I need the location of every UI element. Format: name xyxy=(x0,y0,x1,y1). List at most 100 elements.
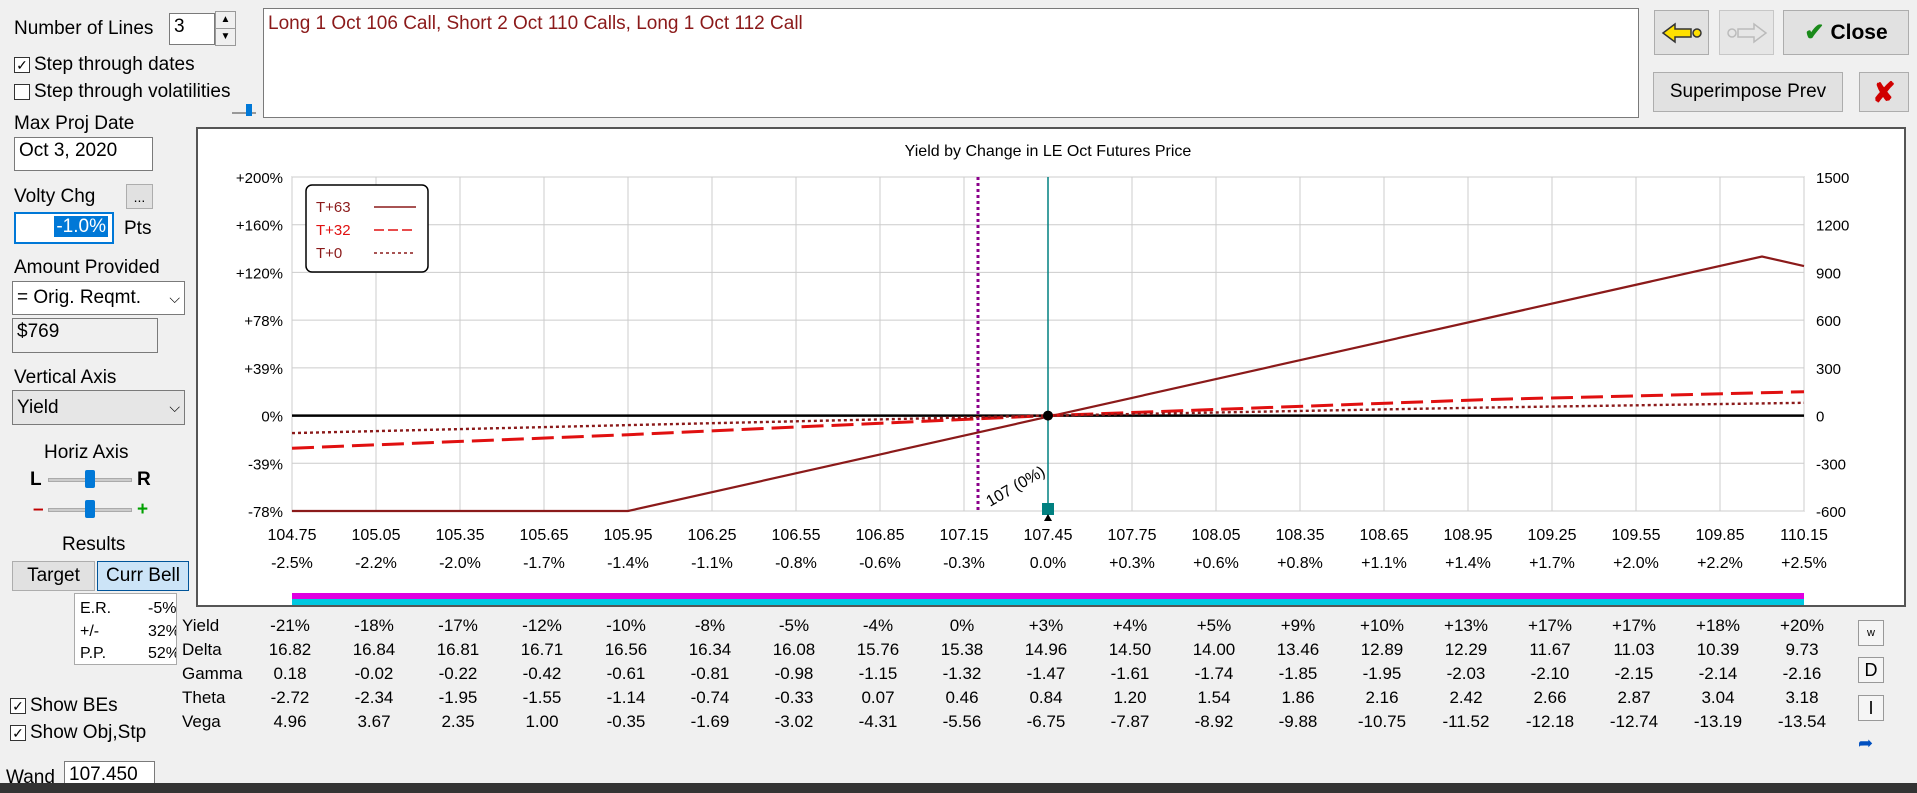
x-tick-label: 105.35 xyxy=(436,527,485,544)
max-proj-label: Max Proj Date xyxy=(14,113,135,134)
amount-value: = Orig. Reqmt. xyxy=(17,287,142,308)
table-cell: -2.14 xyxy=(1698,664,1738,683)
small-slider-thumb[interactable] xyxy=(246,104,252,116)
table-cell: 2.87 xyxy=(1617,688,1651,707)
x-pct-label: -0.8% xyxy=(775,555,817,572)
table-cell: +13% xyxy=(1444,616,1488,635)
table-cell: 2.16 xyxy=(1365,688,1399,707)
wand-pointer xyxy=(1044,514,1052,521)
side-d-button[interactable]: D xyxy=(1858,657,1884,683)
y-left-tick-label: 0% xyxy=(261,409,283,426)
pm-value: 32% xyxy=(148,623,177,640)
legend-label: T+32 xyxy=(316,222,351,239)
vertical-axis-label: Vertical Axis xyxy=(14,367,117,388)
unchecked-box-icon xyxy=(14,84,30,100)
export-icon[interactable]: ➦ xyxy=(1858,733,1874,753)
amount-money-field: $769 xyxy=(12,318,158,353)
table-cell: +17% xyxy=(1528,616,1572,635)
prev-button[interactable] xyxy=(1654,10,1709,55)
table-row-label: Delta xyxy=(182,640,222,659)
horiz-r-label: R xyxy=(137,469,151,490)
volty-more-button[interactable]: ... xyxy=(126,184,153,209)
amount-select[interactable]: = Orig. Reqmt. ⌵ xyxy=(12,281,185,315)
x-pct-label: +2.0% xyxy=(1613,555,1659,572)
num-lines-label: Number of Lines xyxy=(14,18,154,39)
table-cell: 4.96 xyxy=(273,712,307,731)
table-cell: -8% xyxy=(694,616,726,635)
x-tick-label: 109.85 xyxy=(1696,527,1745,544)
y-left-tick-label: +200% xyxy=(236,170,283,187)
table-cell: -2.16 xyxy=(1782,664,1822,683)
table-cell: -0.42 xyxy=(522,664,562,683)
table-cell: -1.32 xyxy=(942,664,982,683)
table-cell: -2.72 xyxy=(270,688,310,707)
table-row-label: Vega xyxy=(182,712,221,731)
intercept-point xyxy=(1043,410,1053,421)
spin-up-icon[interactable]: ▲ xyxy=(216,12,235,29)
step-dates-checkbox[interactable]: ✓ Step through dates xyxy=(14,54,195,76)
er-label: E.R. xyxy=(80,600,112,617)
x-pct-label: -1.4% xyxy=(607,555,649,572)
y-right-tick-label: -600 xyxy=(1816,504,1846,521)
vertical-axis-select[interactable]: Yield ⌵ xyxy=(12,390,185,425)
table-cell: -1.61 xyxy=(1110,664,1150,683)
table-cell: -1.14 xyxy=(606,688,646,707)
volty-input[interactable]: -1.0% xyxy=(14,212,114,244)
table-cell: 9.73 xyxy=(1785,640,1819,659)
x-tick-label: 105.95 xyxy=(604,527,653,544)
horiz-axis-slider-thumb[interactable] xyxy=(85,470,95,488)
table-cell: -0.74 xyxy=(690,688,730,707)
spin-down-icon[interactable]: ▼ xyxy=(220,31,231,42)
table-cell: 1.00 xyxy=(525,712,559,731)
small-slider[interactable] xyxy=(232,104,256,118)
x-pct-label: +0.6% xyxy=(1193,555,1239,572)
table-cell: -0.61 xyxy=(606,664,646,683)
x-pct-label: +0.8% xyxy=(1277,555,1323,572)
side-i-button[interactable]: I xyxy=(1858,695,1884,721)
step-vol-checkbox[interactable]: Step through volatilities xyxy=(14,81,230,103)
zoom-minus-icon[interactable]: – xyxy=(33,499,44,520)
table-cell: -17% xyxy=(438,616,478,635)
wand-handle xyxy=(1042,503,1054,515)
next-button[interactable] xyxy=(1719,10,1774,55)
table-cell: 11.67 xyxy=(1529,640,1571,659)
table-cell: -18% xyxy=(354,616,394,635)
pts-label: Pts xyxy=(124,218,152,239)
strategy-description[interactable]: Long 1 Oct 106 Call, Short 2 Oct 110 Cal… xyxy=(263,8,1639,118)
zoom-plus-icon[interactable]: + xyxy=(137,499,149,520)
checkmark-icon: ✓ xyxy=(10,698,26,714)
show-obj-checkbox[interactable]: ✓ Show Obj,Stp xyxy=(10,722,146,744)
checkmark-icon: ✓ xyxy=(10,725,26,741)
volty-value: -1.0% xyxy=(54,216,108,237)
table-cell: 14.96 xyxy=(1024,640,1068,659)
x-tick-label: 104.75 xyxy=(268,527,317,544)
x-tick-label: 106.25 xyxy=(688,527,737,544)
num-lines-spinner[interactable]: ▲ ▼ xyxy=(215,11,236,46)
zoom-slider-thumb[interactable] xyxy=(85,500,95,518)
close-x-icon[interactable]: ✘ xyxy=(1859,72,1909,112)
x-pct-label: +2.2% xyxy=(1697,555,1743,572)
x-tick-label: 108.65 xyxy=(1360,527,1409,544)
curr-bell-button[interactable]: Curr Bell xyxy=(97,561,189,591)
side-w-button[interactable]: w xyxy=(1858,620,1884,646)
table-cell: +18% xyxy=(1696,616,1740,635)
table-cell: -7.87 xyxy=(1110,712,1150,731)
chevron-down-icon: ⌵ xyxy=(169,289,180,306)
table-cell: -1.47 xyxy=(1026,664,1066,683)
num-lines-input[interactable]: 3 xyxy=(169,13,215,45)
table-cell: -1.95 xyxy=(1362,664,1402,683)
yield-chart[interactable]: Yield by Change in LE Oct Futures Price … xyxy=(196,127,1906,607)
table-cell: +3% xyxy=(1028,616,1064,635)
amount-label: Amount Provided xyxy=(14,257,160,278)
show-bes-checkbox[interactable]: ✓ Show BEs xyxy=(10,695,118,717)
max-proj-date-input[interactable]: Oct 3, 2020 xyxy=(14,137,153,171)
x-pct-label: +1.4% xyxy=(1445,555,1491,572)
target-button[interactable]: Target xyxy=(12,561,95,591)
table-cell: -21% xyxy=(270,616,310,635)
table-cell: -12% xyxy=(522,616,562,635)
horiz-l-label: L xyxy=(30,469,42,490)
table-row-label: Yield xyxy=(182,616,220,635)
table-cell: -8.92 xyxy=(1194,712,1234,731)
close-button[interactable]: ✔ Close xyxy=(1783,10,1909,55)
superimpose-prev-button[interactable]: Superimpose Prev xyxy=(1653,72,1843,112)
